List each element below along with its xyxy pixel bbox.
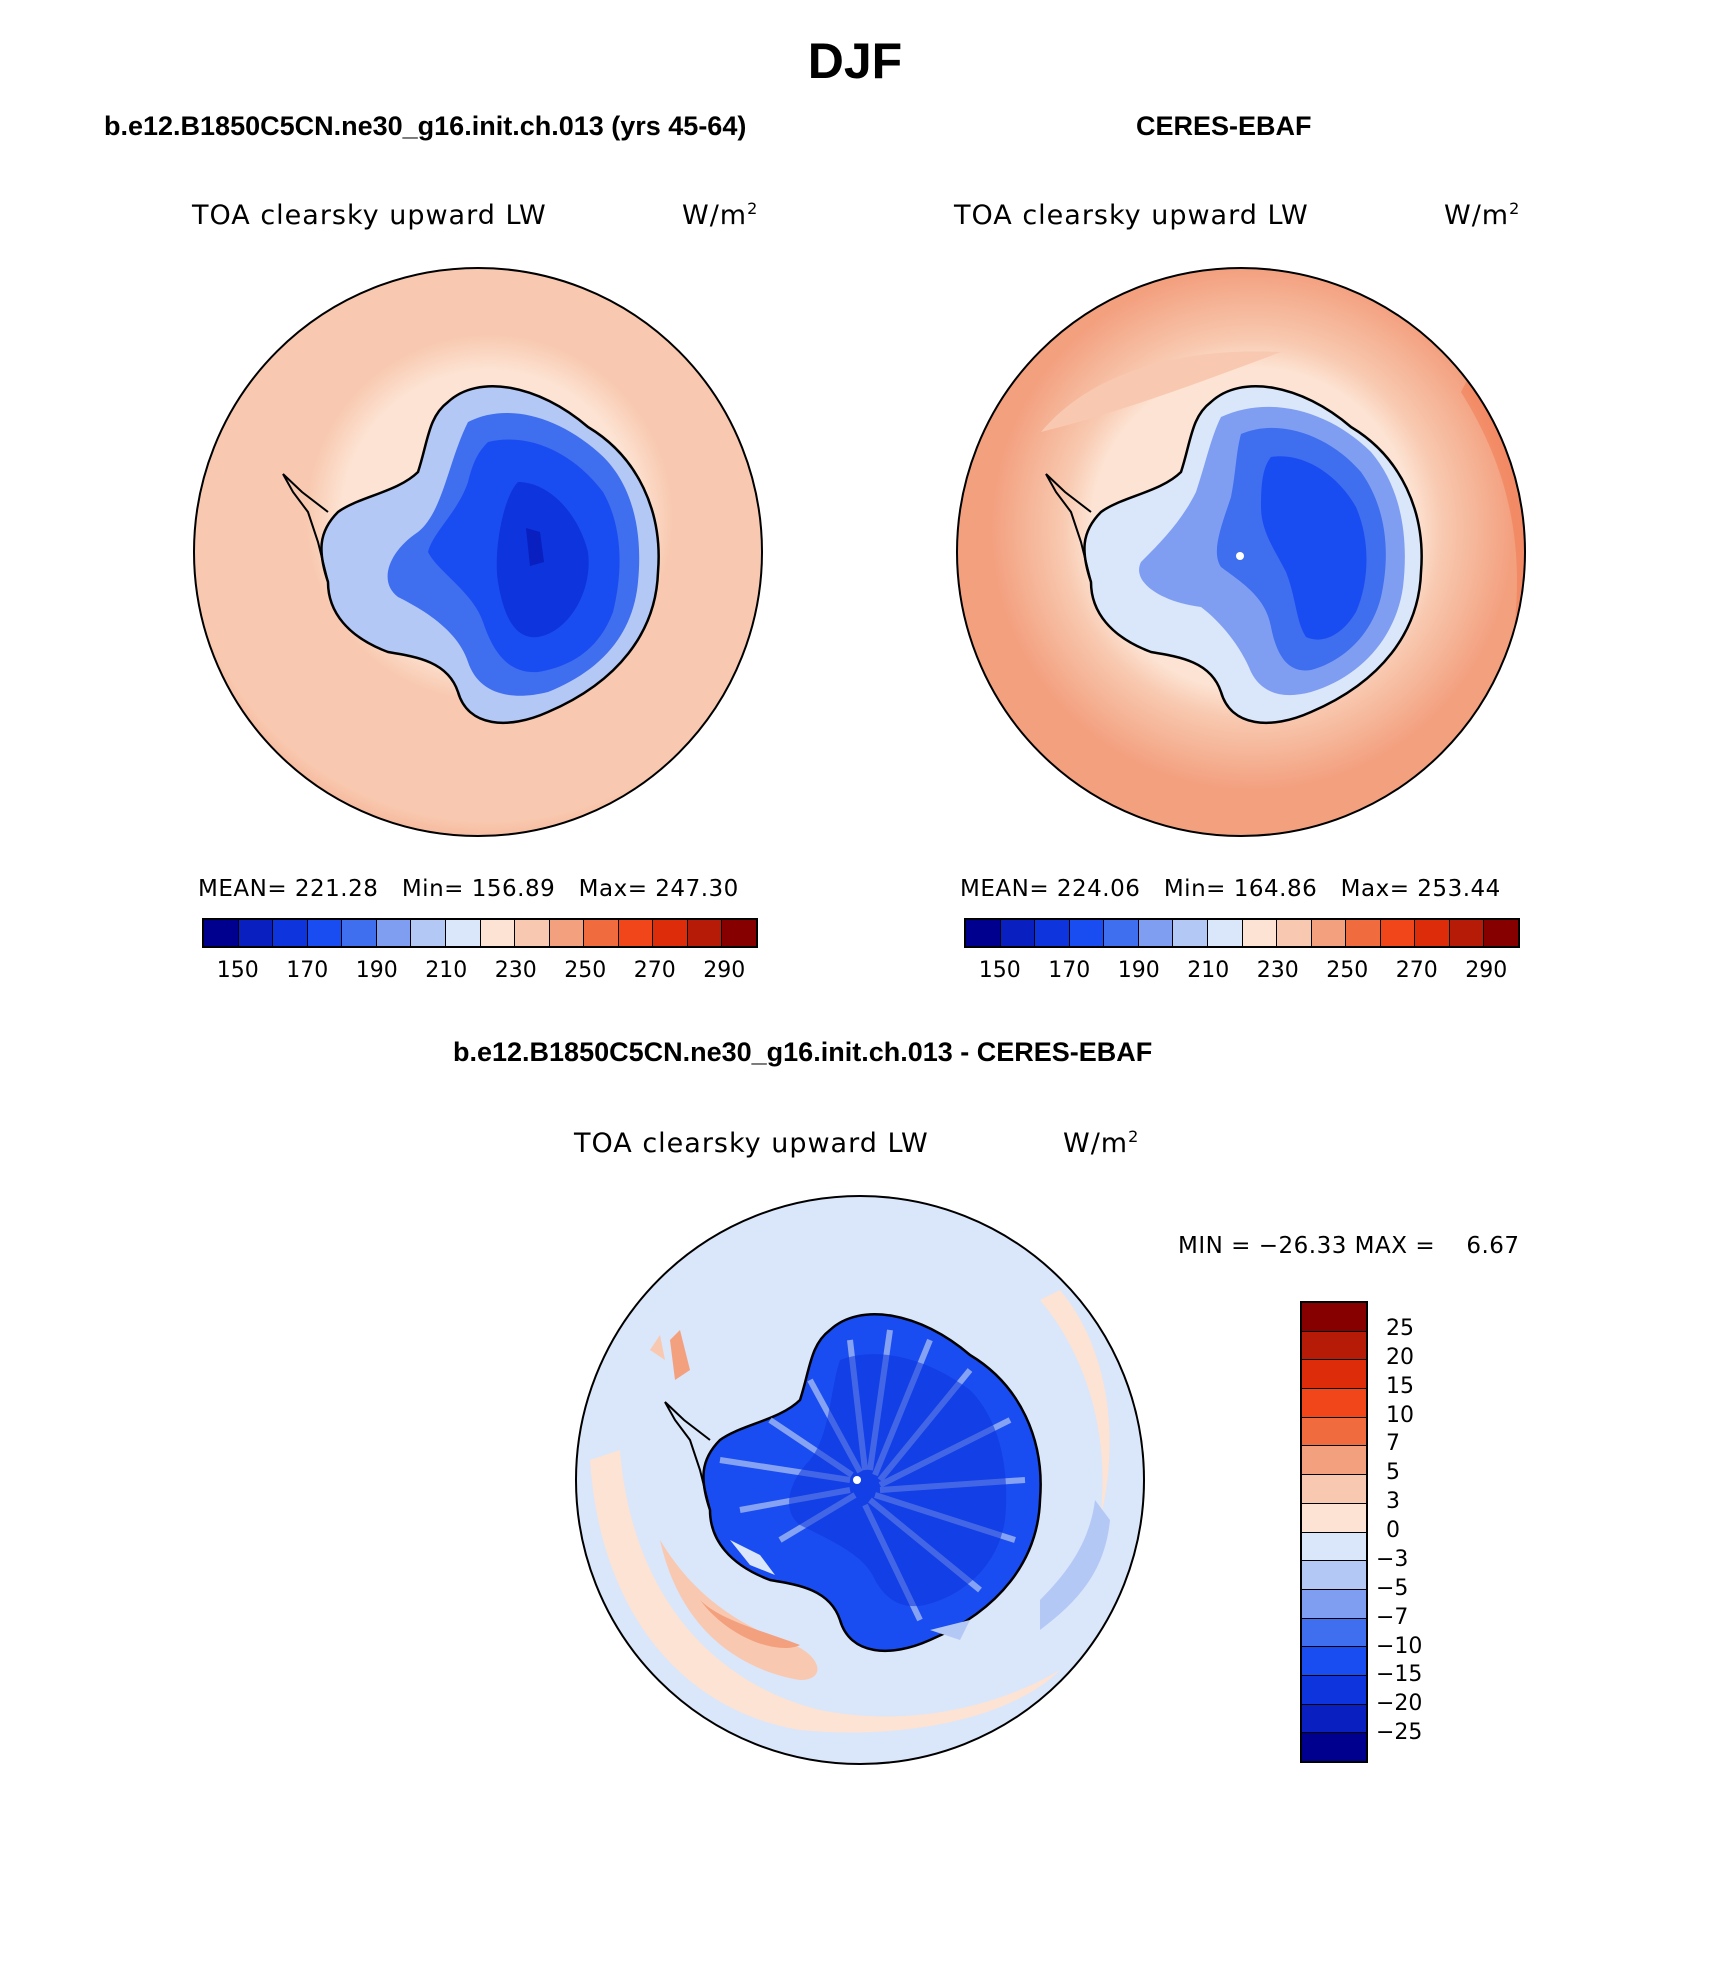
figure-title: DJF (807, 33, 903, 89)
colorbar-swatch (480, 920, 516, 946)
colorbar-tick-label: 10 (1386, 1402, 1414, 1428)
colorbar-tick-label: 150 (216, 958, 259, 983)
colorbar-swatch (1302, 1475, 1366, 1504)
colorbar-swatch (1302, 1647, 1366, 1676)
model-case-title: b.e12.B1850C5CN.ne30_g16.init.ch.013 (yr… (104, 111, 747, 141)
colorbar-tick-label: 7 (1386, 1431, 1400, 1457)
diff-polar-map (575, 1195, 1145, 1765)
colorbar-swatch (1104, 920, 1139, 946)
colorbar-tick-label: −25 (1376, 1720, 1423, 1746)
obs-variable-label: TOA clearsky upward LW (954, 200, 1309, 231)
colorbar-swatch (1302, 1446, 1366, 1476)
model-variable-label: TOA clearsky upward LW (192, 200, 547, 231)
colorbar-swatch (273, 920, 308, 946)
obs-units-label: W/m2 (1444, 199, 1521, 231)
obs-stats: MEAN= 224.06 Min= 164.86 Max= 253.44 (960, 876, 1501, 902)
colorbar-swatch (1277, 920, 1312, 946)
colorbar-swatch (238, 920, 274, 946)
colorbar-swatch (1242, 920, 1278, 946)
colorbar-tick-label: 210 (425, 958, 468, 983)
colorbar-swatch (1207, 920, 1243, 946)
colorbar-swatch (1380, 920, 1416, 946)
obs-colorbar (964, 918, 1520, 948)
model-stats: MEAN= 221.28 Min= 156.89 Max= 247.30 (198, 876, 739, 902)
colorbar-tick-label: 250 (564, 958, 607, 983)
colorbar-swatch (1449, 920, 1485, 946)
colorbar-swatch (1302, 1704, 1366, 1734)
colorbar-swatch (966, 920, 1001, 946)
colorbar-swatch (1302, 1389, 1366, 1418)
colorbar-swatch (376, 920, 412, 946)
colorbar-swatch (653, 920, 688, 946)
colorbar-tick-label: 270 (1395, 958, 1438, 983)
colorbar-tick-label: −5 (1376, 1575, 1409, 1601)
colorbar-tick-label: 210 (1187, 958, 1230, 983)
colorbar-swatch (342, 920, 377, 946)
colorbar-tick-label: 3 (1386, 1489, 1400, 1515)
colorbar-swatch (1302, 1733, 1366, 1761)
colorbar-tick-label: 190 (1117, 958, 1160, 983)
diff-case-title: b.e12.B1850C5CN.ne30_g16.init.ch.013 - C… (453, 1037, 1153, 1067)
colorbar-tick-label: 150 (978, 958, 1021, 983)
colorbar-swatch (1302, 1532, 1366, 1562)
colorbar-swatch (722, 920, 756, 946)
colorbar-swatch (1069, 920, 1105, 946)
colorbar-tick-label: 270 (633, 958, 676, 983)
model-units-label: W/m2 (682, 199, 759, 231)
colorbar-swatch (515, 920, 550, 946)
obs-case-title: CERES-EBAF (1136, 111, 1312, 141)
diff-minmax: MIN = −26.33 MAX = 6.67 (1178, 1233, 1520, 1259)
colorbar-swatch (1302, 1561, 1366, 1590)
colorbar-swatch (1484, 920, 1518, 946)
colorbar-swatch (1035, 920, 1070, 946)
colorbar-swatch (584, 920, 619, 946)
colorbar-swatch (445, 920, 481, 946)
colorbar-tick-label: 250 (1326, 958, 1369, 983)
colorbar-tick-label: 290 (1465, 958, 1508, 983)
colorbar-swatch (687, 920, 723, 946)
model-colorbar (202, 918, 758, 948)
colorbar-swatch (1415, 920, 1450, 946)
colorbar-tick-label: 15 (1386, 1373, 1414, 1399)
colorbar-swatch (1173, 920, 1208, 946)
colorbar-tick-label: −10 (1376, 1633, 1423, 1659)
colorbar-tick-label: 170 (286, 958, 329, 983)
colorbar-tick-label: 5 (1386, 1460, 1400, 1486)
model-polar-map (193, 267, 763, 837)
colorbar-tick-label: 290 (703, 958, 746, 983)
diff-units-label: W/m2 (1063, 1127, 1140, 1159)
colorbar-swatch (1302, 1503, 1366, 1533)
colorbar-swatch (1346, 920, 1381, 946)
colorbar-tick-label: 0 (1386, 1518, 1400, 1543)
colorbar-swatch (1138, 920, 1174, 946)
colorbar-swatch (1302, 1675, 1366, 1705)
colorbar-swatch (411, 920, 446, 946)
colorbar-swatch (1311, 920, 1347, 946)
colorbar-swatch (1000, 920, 1036, 946)
colorbar-swatch (1302, 1618, 1366, 1648)
colorbar-tick-label: 230 (1256, 958, 1299, 983)
colorbar-swatch (1302, 1589, 1366, 1619)
colorbar-swatch (307, 920, 343, 946)
colorbar-swatch (1302, 1303, 1366, 1332)
colorbar-tick-label: 190 (355, 958, 398, 983)
colorbar-swatch (549, 920, 585, 946)
colorbar-tick-label: −15 (1376, 1662, 1423, 1688)
colorbar-tick-label: 20 (1386, 1344, 1414, 1370)
colorbar-tick-label: −3 (1376, 1546, 1409, 1572)
colorbar-swatch (1302, 1360, 1366, 1390)
colorbar-swatch (204, 920, 239, 946)
colorbar-swatch (618, 920, 654, 946)
colorbar-tick-label: −7 (1376, 1604, 1409, 1630)
obs-polar-map (956, 267, 1526, 837)
diff-variable-label: TOA clearsky upward LW (574, 1128, 929, 1159)
colorbar-swatch (1302, 1331, 1366, 1361)
colorbar-tick-label: −20 (1376, 1691, 1423, 1717)
colorbar-tick-label: 170 (1048, 958, 1091, 983)
colorbar-tick-label: 25 (1386, 1315, 1414, 1341)
colorbar-tick-label: 230 (494, 958, 537, 983)
diff-colorbar (1300, 1301, 1368, 1763)
colorbar-swatch (1302, 1417, 1366, 1447)
